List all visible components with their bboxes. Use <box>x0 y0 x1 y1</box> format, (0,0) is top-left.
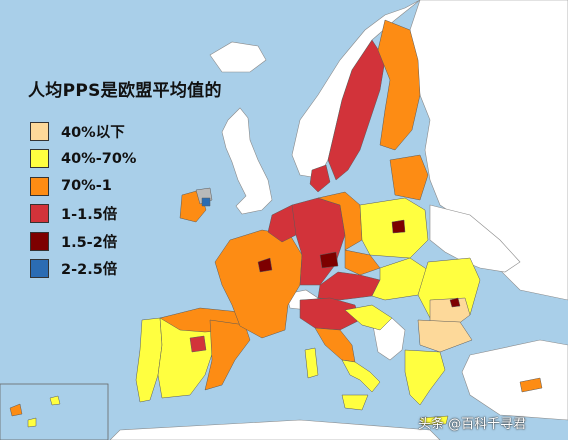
region-madrid <box>189 335 207 353</box>
region-munich <box>319 251 339 269</box>
region-finland <box>377 19 421 151</box>
region-dublin <box>201 197 211 207</box>
region-crete <box>419 415 449 426</box>
legend-swatch <box>30 176 49 196</box>
legend-label: 1-1.5倍 <box>61 207 118 223</box>
region-cyprus <box>519 377 543 393</box>
region-warsaw <box>391 219 406 234</box>
legend-item: 1-1.5倍 <box>30 204 136 224</box>
legend-swatch <box>30 259 49 278</box>
region-bulgaria <box>417 319 473 353</box>
watermark: 头条 @百科千寻君 <box>418 417 527 432</box>
legend: 40%以下 40%-70% 70%-1 1-1.5倍 1.5-2倍 2-2.5倍 <box>30 121 136 286</box>
legend-item: 40%-70% <box>30 149 136 169</box>
map-title: 人均PPS是欧盟平均值的 <box>28 81 222 101</box>
region-greece <box>404 349 446 406</box>
legend-item: 40%以下 <box>30 121 136 141</box>
region-italy-north <box>299 297 361 331</box>
region-italy-south <box>341 359 381 393</box>
legend-swatch <box>30 121 49 141</box>
islands-inset <box>0 383 109 440</box>
region-canary-3 <box>49 395 61 406</box>
region-canary-2 <box>27 417 37 428</box>
legend-swatch <box>30 231 49 251</box>
legend-label: 40%-70% <box>61 150 137 167</box>
legend-swatch <box>30 149 49 168</box>
region-canary-1 <box>9 403 23 417</box>
region-croatia <box>344 304 393 331</box>
region-baltics <box>389 154 429 201</box>
legend-item: 1.5-2倍 <box>30 231 136 251</box>
region-sicily <box>341 394 369 411</box>
legend-label: 70%-1 <box>61 178 112 194</box>
region-czech <box>344 249 381 276</box>
region-paris <box>257 257 273 273</box>
legend-item: 70%-1 <box>30 176 136 196</box>
region-germany-east <box>317 191 363 251</box>
non-eu-land <box>109 0 568 440</box>
region-denmark <box>309 164 331 193</box>
region-bucharest <box>449 297 461 308</box>
region-hungary <box>371 257 429 301</box>
legend-label: 1.5-2倍 <box>61 234 118 251</box>
legend-item: 2-2.5倍 <box>30 259 136 279</box>
legend-label: 2-2.5倍 <box>61 262 118 278</box>
legend-swatch <box>30 204 49 223</box>
region-sweden <box>327 39 386 181</box>
legend-label: 40%以下 <box>61 124 125 141</box>
eu-regions <box>9 19 543 428</box>
region-sardinia <box>304 347 319 379</box>
